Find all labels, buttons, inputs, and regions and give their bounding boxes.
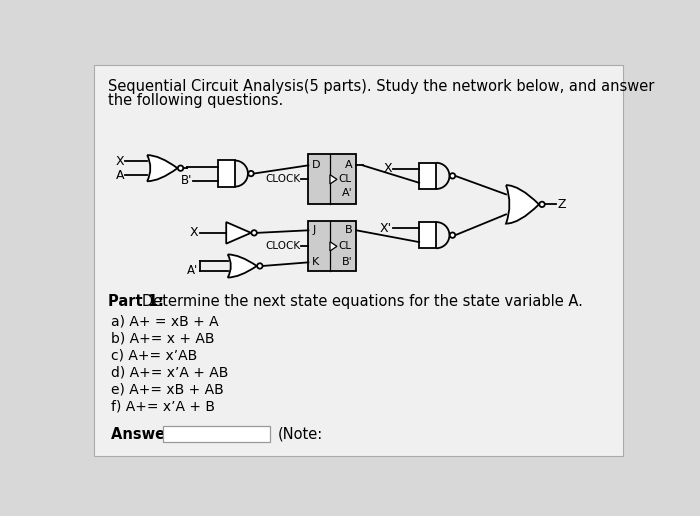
Text: e) A+= xB + AB: e) A+= xB + AB — [111, 382, 223, 396]
PathPatch shape — [330, 175, 337, 184]
Text: CL: CL — [339, 174, 351, 184]
Bar — [419, 222, 436, 248]
Circle shape — [248, 171, 253, 176]
Bar — [163, 426, 270, 442]
Circle shape — [539, 202, 545, 207]
Text: X: X — [116, 155, 124, 168]
Circle shape — [450, 173, 455, 179]
PathPatch shape — [147, 155, 178, 181]
Text: B': B' — [342, 257, 353, 267]
Text: f) A+= x’A + B: f) A+= x’A + B — [111, 399, 215, 413]
Circle shape — [251, 230, 257, 236]
Bar — [419, 163, 436, 189]
Text: A': A' — [187, 264, 198, 277]
Text: X: X — [384, 163, 392, 175]
Text: d) A+= x’A + AB: d) A+= x’A + AB — [111, 365, 228, 379]
Circle shape — [178, 166, 183, 171]
Text: Answer 1:: Answer 1: — [111, 427, 193, 442]
Text: D: D — [312, 160, 321, 170]
Text: the following questions.: the following questions. — [108, 93, 283, 108]
Text: A: A — [345, 160, 353, 170]
PathPatch shape — [228, 254, 257, 278]
PathPatch shape — [330, 241, 337, 251]
Text: A: A — [116, 169, 124, 182]
Text: a) A+ = xB + A: a) A+ = xB + A — [111, 314, 218, 329]
Circle shape — [257, 263, 262, 269]
Text: b) A+= x + AB: b) A+= x + AB — [111, 331, 214, 345]
Text: (Note:: (Note: — [278, 427, 323, 442]
Bar — [309, 221, 356, 271]
Text: A': A' — [342, 188, 353, 198]
Text: Determine the next state equations for the state variable A.: Determine the next state equations for t… — [141, 295, 582, 310]
Text: c) A+= x’AB: c) A+= x’AB — [111, 348, 197, 362]
Text: CL: CL — [339, 241, 351, 251]
Bar — [309, 154, 356, 204]
Text: B': B' — [181, 174, 192, 187]
Circle shape — [450, 233, 455, 238]
Text: Sequential Circuit Analysis(5 parts). Study the network below, and answer: Sequential Circuit Analysis(5 parts). St… — [108, 79, 654, 94]
Text: X: X — [190, 227, 198, 239]
Text: K: K — [312, 257, 319, 267]
Bar — [218, 160, 234, 187]
Text: CLOCK: CLOCK — [265, 241, 300, 251]
Text: CLOCK: CLOCK — [265, 174, 300, 184]
PathPatch shape — [506, 185, 539, 223]
Text: B: B — [345, 225, 353, 235]
Text: Z: Z — [558, 198, 566, 211]
Text: Part 1:: Part 1: — [108, 295, 164, 310]
Text: J: J — [312, 225, 316, 235]
PathPatch shape — [226, 222, 251, 244]
Text: X': X' — [380, 222, 392, 235]
